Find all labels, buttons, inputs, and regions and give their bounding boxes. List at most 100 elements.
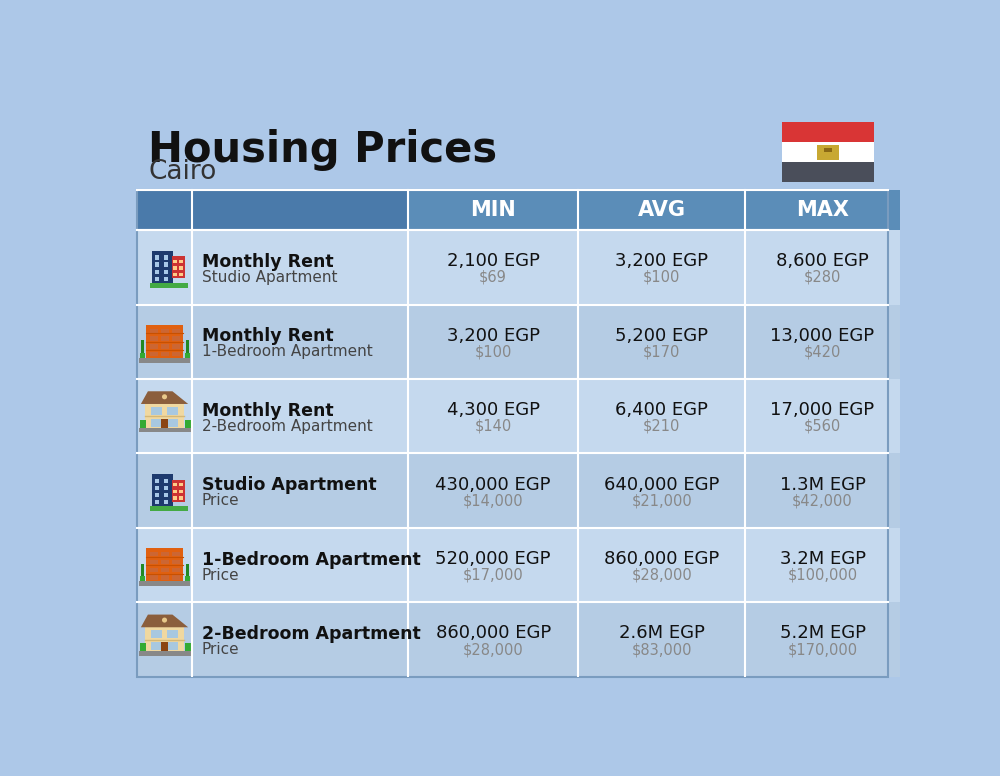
Bar bbox=[408, 305, 578, 379]
Bar bbox=[185, 643, 191, 654]
Bar bbox=[172, 337, 180, 341]
Text: 4,300 EGP: 4,300 EGP bbox=[447, 401, 540, 419]
Text: 17,000 EGP: 17,000 EGP bbox=[770, 401, 875, 419]
Text: $69: $69 bbox=[479, 270, 507, 285]
Bar bbox=[137, 528, 192, 602]
Bar bbox=[137, 379, 192, 453]
Bar bbox=[145, 404, 184, 428]
Bar bbox=[192, 379, 408, 453]
Bar bbox=[155, 255, 159, 259]
Bar bbox=[185, 576, 190, 585]
Bar bbox=[408, 379, 578, 453]
Bar bbox=[192, 528, 408, 602]
Bar bbox=[164, 270, 168, 274]
Text: 5,200 EGP: 5,200 EGP bbox=[615, 327, 708, 345]
Bar bbox=[140, 352, 145, 362]
Bar bbox=[745, 379, 900, 453]
Text: 2,100 EGP: 2,100 EGP bbox=[447, 252, 540, 270]
Bar bbox=[155, 277, 159, 281]
Bar bbox=[408, 453, 578, 528]
Text: Price: Price bbox=[202, 642, 239, 657]
Bar bbox=[408, 528, 578, 602]
Text: Price: Price bbox=[202, 494, 239, 508]
Text: $14,000: $14,000 bbox=[463, 494, 523, 508]
Bar bbox=[155, 270, 159, 274]
Bar bbox=[179, 266, 183, 269]
Text: $170: $170 bbox=[643, 345, 680, 359]
Bar bbox=[173, 266, 177, 269]
Bar bbox=[408, 190, 578, 230]
Text: Cairo: Cairo bbox=[148, 159, 217, 185]
Bar bbox=[167, 642, 178, 650]
Text: 8,600 EGP: 8,600 EGP bbox=[776, 252, 869, 270]
Text: Studio Apartment: Studio Apartment bbox=[202, 476, 376, 494]
Bar bbox=[782, 162, 874, 182]
Text: 13,000 EGP: 13,000 EGP bbox=[770, 327, 875, 345]
Bar bbox=[179, 260, 183, 263]
Bar bbox=[150, 559, 158, 564]
Bar bbox=[146, 548, 183, 582]
Bar bbox=[186, 563, 189, 576]
Bar bbox=[192, 453, 408, 528]
Bar bbox=[150, 567, 158, 572]
Bar bbox=[186, 341, 189, 352]
Bar bbox=[150, 352, 158, 356]
Bar bbox=[172, 345, 180, 348]
Text: 1-Bedroom Apartment: 1-Bedroom Apartment bbox=[202, 551, 420, 569]
Text: 6,400 EGP: 6,400 EGP bbox=[615, 401, 708, 419]
Bar bbox=[164, 486, 168, 490]
Bar bbox=[155, 262, 159, 267]
Bar bbox=[161, 419, 168, 428]
Bar bbox=[137, 190, 192, 230]
Bar bbox=[139, 358, 190, 362]
Bar bbox=[151, 419, 162, 427]
Bar bbox=[155, 501, 159, 504]
Circle shape bbox=[162, 394, 167, 400]
Bar bbox=[145, 627, 184, 652]
Text: $210: $210 bbox=[643, 419, 680, 434]
Bar bbox=[172, 559, 180, 564]
Bar bbox=[192, 602, 408, 677]
Bar bbox=[137, 190, 888, 677]
Bar bbox=[408, 602, 578, 677]
Bar bbox=[782, 143, 874, 162]
Text: 430,000 EGP: 430,000 EGP bbox=[435, 476, 551, 494]
Text: Studio Apartment: Studio Apartment bbox=[202, 270, 337, 285]
Bar bbox=[745, 305, 900, 379]
Bar bbox=[173, 260, 177, 263]
Text: $170,000: $170,000 bbox=[787, 642, 858, 657]
Text: $560: $560 bbox=[804, 419, 841, 434]
Bar bbox=[185, 420, 191, 431]
Bar bbox=[192, 190, 408, 230]
Bar bbox=[150, 283, 188, 288]
Text: 5.2M EGP: 5.2M EGP bbox=[780, 625, 866, 643]
Text: 2-Bedroom Apartment: 2-Bedroom Apartment bbox=[202, 419, 372, 434]
Bar bbox=[161, 575, 169, 580]
Bar bbox=[745, 230, 900, 305]
Bar bbox=[179, 490, 183, 493]
Bar bbox=[172, 256, 185, 279]
Bar bbox=[172, 552, 180, 556]
Text: $83,000: $83,000 bbox=[631, 642, 692, 657]
Bar bbox=[164, 501, 168, 504]
Bar bbox=[578, 230, 745, 305]
Text: MAX: MAX bbox=[796, 200, 849, 220]
Bar bbox=[141, 563, 144, 576]
Text: $28,000: $28,000 bbox=[463, 642, 524, 657]
Bar bbox=[152, 474, 173, 507]
Bar bbox=[137, 230, 192, 305]
Text: Housing Prices: Housing Prices bbox=[148, 129, 497, 171]
Bar bbox=[173, 490, 177, 493]
Bar bbox=[578, 602, 745, 677]
Bar bbox=[408, 230, 578, 305]
Bar bbox=[139, 428, 191, 432]
Bar bbox=[185, 352, 190, 362]
Bar bbox=[139, 581, 190, 586]
Circle shape bbox=[162, 618, 167, 622]
Bar bbox=[817, 144, 839, 160]
Bar bbox=[164, 255, 168, 259]
Bar bbox=[150, 552, 158, 556]
Bar bbox=[155, 479, 159, 483]
Text: $100: $100 bbox=[643, 270, 680, 285]
Bar bbox=[146, 325, 183, 359]
